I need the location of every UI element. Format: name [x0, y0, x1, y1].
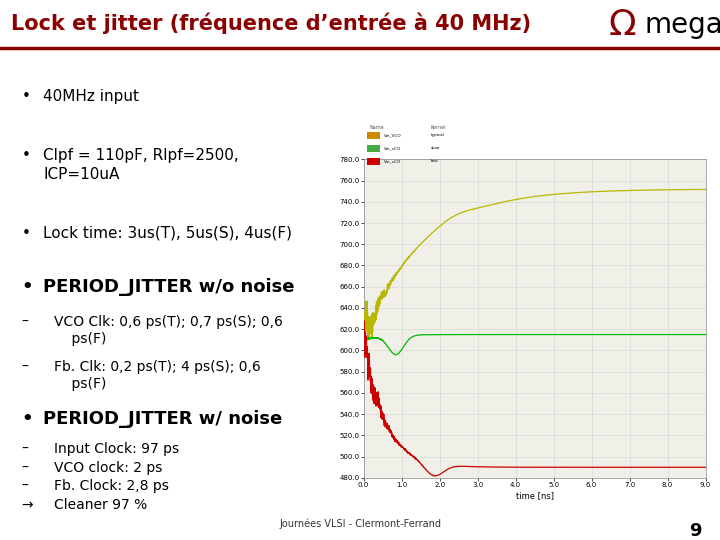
Text: Vin_VCO: Vin_VCO — [384, 133, 401, 137]
Text: fast: fast — [431, 159, 438, 164]
Text: mega: mega — [644, 11, 720, 39]
Text: •: • — [22, 226, 30, 240]
Text: Kernel: Kernel — [431, 125, 446, 130]
Text: –: – — [22, 360, 29, 374]
Text: •: • — [22, 410, 33, 428]
Text: VCO Clk: 0,6 ps(T); 0,7 ps(S); 0,6
    ps(F): VCO Clk: 0,6 ps(T); 0,7 ps(S); 0,6 ps(F) — [54, 314, 283, 346]
Text: 40MHz input: 40MHz input — [43, 89, 139, 104]
Text: •: • — [22, 89, 30, 104]
Text: –: – — [22, 479, 29, 493]
Text: Vin_vCO: Vin_vCO — [384, 146, 401, 150]
Text: Input Clock: 97 ps: Input Clock: 97 ps — [54, 442, 179, 456]
Text: –: – — [22, 461, 29, 475]
Text: PERIOD_JITTER w/ noise: PERIOD_JITTER w/ noise — [43, 410, 282, 428]
Bar — [367, 158, 380, 165]
Text: slow: slow — [431, 146, 440, 150]
Text: Clpf = 110pF, Rlpf=2500,
ICP=10uA: Clpf = 110pF, Rlpf=2500, ICP=10uA — [43, 148, 239, 181]
Bar — [367, 145, 380, 152]
X-axis label: time [ns]: time [ns] — [516, 491, 554, 500]
Text: PERIOD_JITTER w/o noise: PERIOD_JITTER w/o noise — [43, 278, 294, 296]
Text: VCO clock: 2 ps: VCO clock: 2 ps — [54, 461, 163, 475]
Text: Name: Name — [369, 125, 384, 130]
Text: typical: typical — [431, 133, 444, 137]
Text: Lock et jitter (fréquence d’entrée à 40 MHz): Lock et jitter (fréquence d’entrée à 40 … — [11, 12, 531, 34]
Text: Journées VLSI - Clermont-Ferrand: Journées VLSI - Clermont-Ferrand — [279, 518, 441, 529]
Text: Vin_vCO: Vin_vCO — [384, 159, 401, 164]
Text: Fb. Clk: 0,2 ps(T); 4 ps(S); 0,6
    ps(F): Fb. Clk: 0,2 ps(T); 4 ps(S); 0,6 ps(F) — [54, 360, 261, 392]
Bar — [367, 132, 380, 138]
Text: Cleaner 97 %: Cleaner 97 % — [54, 498, 148, 512]
Text: Ω: Ω — [608, 8, 636, 42]
Text: –: – — [22, 442, 29, 456]
Text: Lock time: 3us(T), 5us(S), 4us(F): Lock time: 3us(T), 5us(S), 4us(F) — [43, 226, 292, 240]
Text: 9: 9 — [690, 522, 702, 540]
Text: →: → — [22, 498, 33, 512]
Text: •: • — [22, 278, 33, 296]
Text: •: • — [22, 148, 30, 163]
Text: Fb. Clock: 2,8 ps: Fb. Clock: 2,8 ps — [54, 479, 169, 493]
Text: –: – — [22, 314, 29, 328]
